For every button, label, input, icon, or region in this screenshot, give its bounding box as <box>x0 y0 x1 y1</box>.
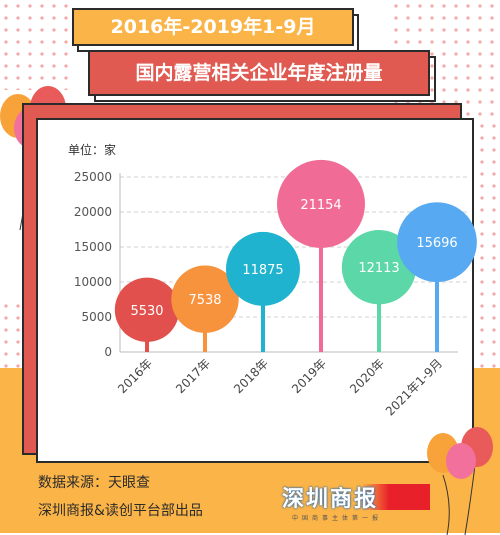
data-label: 5530 <box>130 304 163 319</box>
y-tick-label: 5000 <box>81 310 112 324</box>
y-tick-label: 15000 <box>74 240 112 254</box>
balloons-right <box>427 427 493 535</box>
data-label: 11875 <box>242 263 283 278</box>
logo-text: 深圳商报 <box>282 487 379 512</box>
data-label: 12113 <box>358 261 399 276</box>
main-title: 国内露营相关企业年度注册量 <box>88 50 430 96</box>
dot-pattern-right <box>476 120 500 380</box>
logo-red-swatch <box>362 484 430 510</box>
data-source: 数据来源：天眼查 <box>38 475 150 491</box>
bubble <box>114 277 180 343</box>
y-tick-label: 20000 <box>74 205 112 219</box>
data-label: 21154 <box>300 198 341 213</box>
y-tick-label: 25000 <box>74 170 112 184</box>
logo-subtext: 中国商事主体第一报 <box>292 515 383 522</box>
y-tick-label: 0 <box>104 345 112 359</box>
bubble <box>171 265 239 333</box>
bubble <box>341 230 417 305</box>
bubble <box>226 231 300 306</box>
y-tick-label: 10000 <box>74 275 112 289</box>
data-label: 15696 <box>416 236 457 251</box>
x-tick-label: 2019年 <box>289 356 329 396</box>
bubble <box>397 202 477 282</box>
bubble <box>277 159 365 248</box>
x-tick-label: 2020年 <box>347 356 387 396</box>
data-label: 7538 <box>188 293 221 308</box>
x-tick-label: 2017年 <box>173 356 213 396</box>
dot-pattern-top-left <box>0 0 70 90</box>
shenzhen-daily-logo: 深圳商报 中国商事主体第一报 <box>282 481 430 522</box>
x-tick-label: 2016年 <box>115 356 155 396</box>
dot-pattern-left <box>0 300 22 380</box>
period-title: 2016年-2019年1-9月 <box>72 8 354 46</box>
unit-label: 单位：家 <box>68 142 116 157</box>
x-tick-label: 2018年 <box>231 356 271 396</box>
publisher-credit: 深圳商报&读创平台部出品 <box>38 503 203 519</box>
x-tick-label: 2021年1-9月 <box>383 356 445 418</box>
